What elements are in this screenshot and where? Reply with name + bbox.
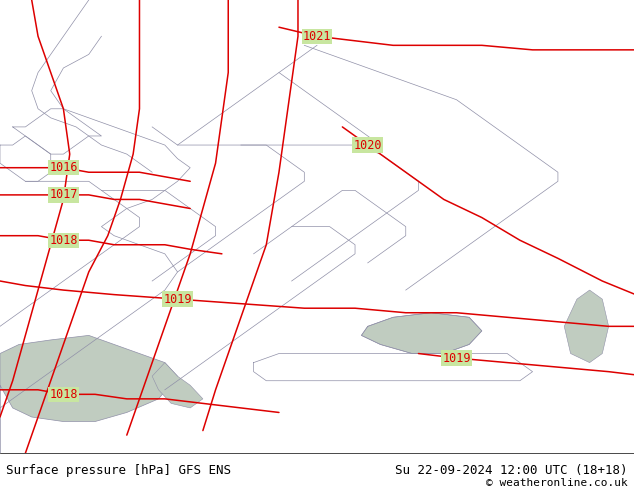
Text: 1019: 1019: [443, 351, 470, 365]
Polygon shape: [361, 313, 482, 354]
Text: 1020: 1020: [354, 139, 382, 151]
Text: Surface pressure [hPa] GFS ENS: Surface pressure [hPa] GFS ENS: [6, 464, 231, 477]
Text: Su 22-09-2024 12:00 UTC (18+18): Su 22-09-2024 12:00 UTC (18+18): [395, 464, 628, 477]
Polygon shape: [152, 363, 203, 408]
Text: © weatheronline.co.uk: © weatheronline.co.uk: [486, 478, 628, 488]
Text: 1017: 1017: [49, 188, 77, 201]
Text: 1021: 1021: [303, 30, 331, 43]
Text: 1019: 1019: [164, 293, 191, 306]
Polygon shape: [564, 290, 609, 363]
Text: 1018: 1018: [49, 388, 77, 401]
Text: 1018: 1018: [49, 234, 77, 247]
Text: 1016: 1016: [49, 161, 77, 174]
Polygon shape: [0, 335, 178, 453]
